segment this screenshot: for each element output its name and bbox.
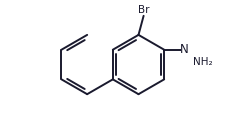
Text: N: N: [179, 43, 187, 56]
Text: NH₂: NH₂: [193, 57, 212, 67]
Text: Br: Br: [137, 5, 149, 15]
